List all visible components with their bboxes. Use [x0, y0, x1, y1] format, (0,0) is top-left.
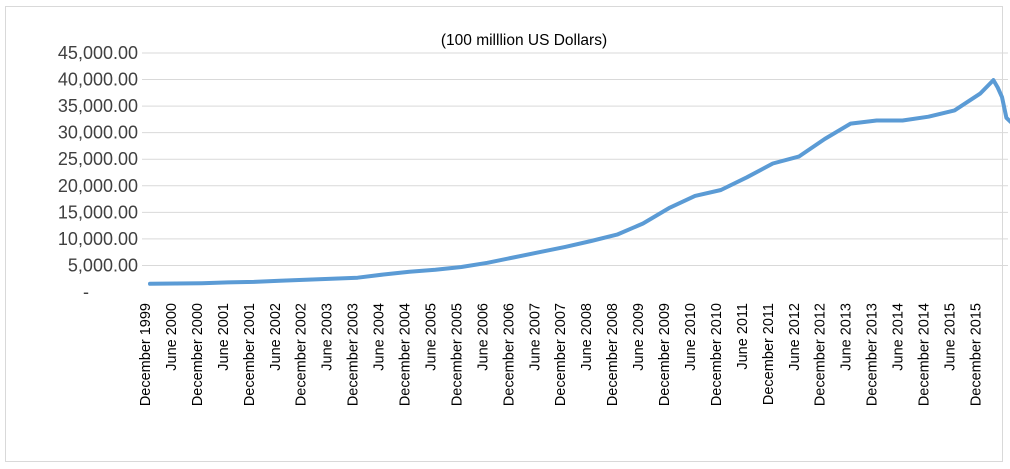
y-tick-label: 45,000.00	[58, 43, 138, 63]
y-tick-label: 10,000.00	[58, 229, 138, 249]
x-tick-label: June 2002	[268, 303, 284, 371]
x-tick-label: December 2014	[917, 303, 933, 406]
y-tick-label: 25,000.00	[58, 149, 138, 169]
y-tick-label: -	[83, 282, 89, 302]
x-tick-label: June 2000	[164, 303, 180, 371]
x-tick-label: December 2004	[398, 303, 414, 406]
x-tick-label: June 2014	[891, 303, 907, 371]
x-tick-label: December 2006	[501, 303, 517, 406]
series-line	[148, 78, 1010, 286]
x-tick-label: June 2012	[787, 303, 803, 371]
x-tick-label: June 2015	[942, 303, 958, 371]
x-tick-label: December 2010	[709, 303, 725, 406]
x-tick-label: June 2004	[372, 303, 388, 371]
x-tick-label: December 2008	[605, 303, 621, 406]
gridlines	[142, 52, 1008, 266]
y-tick-label: 15,000.00	[58, 202, 138, 222]
x-tick-label: June 2010	[683, 303, 699, 371]
x-tick-label: December 2000	[190, 303, 206, 406]
x-tick-label: June 2003	[320, 303, 336, 371]
chart-title: (100 milllion US Dollars)	[441, 32, 607, 49]
x-tick-label: December 2015	[968, 303, 984, 406]
x-tick-label: June 2005	[423, 303, 439, 371]
y-tick-label: 20,000.00	[58, 176, 138, 196]
x-tick-label: June 2007	[527, 303, 543, 371]
x-tick-label: December 2003	[346, 303, 362, 406]
x-tick-label: December 2009	[657, 303, 673, 406]
x-tick-label: December 2002	[294, 303, 310, 406]
x-tick-label: June 2011	[735, 303, 751, 370]
x-tick-label: June 2006	[475, 303, 491, 371]
y-tick-label: 35,000.00	[58, 96, 138, 116]
y-tick-label: 40,000.00	[58, 70, 138, 90]
x-tick-label: December 1999	[138, 303, 154, 406]
x-tick-label: June 2013	[839, 303, 855, 371]
x-tick-label: December 2007	[553, 303, 569, 406]
y-tick-label: 30,000.00	[58, 123, 138, 143]
x-tick-label: June 2008	[579, 303, 595, 371]
x-axis-ticks: December 1999 June 2000 December 2000 June …	[138, 303, 984, 406]
x-tick-label: December 2012	[813, 303, 829, 406]
y-tick-label: 5,000.00	[68, 255, 138, 275]
chart-area	[5, 6, 1003, 462]
x-tick-label: December 2001	[242, 303, 258, 406]
x-tick-label: December 2013	[865, 303, 881, 406]
x-tick-label: June 2001	[216, 303, 232, 371]
x-tick-label: June 2009	[631, 303, 647, 371]
series-layer	[148, 78, 1010, 286]
x-tick-label: December 2011	[761, 303, 777, 405]
y-axis-ticks: - 5,000.00 10,000.00 15,000.00 20,000.00 25,0…	[58, 43, 138, 302]
x-tick-label: December 2005	[449, 303, 465, 406]
